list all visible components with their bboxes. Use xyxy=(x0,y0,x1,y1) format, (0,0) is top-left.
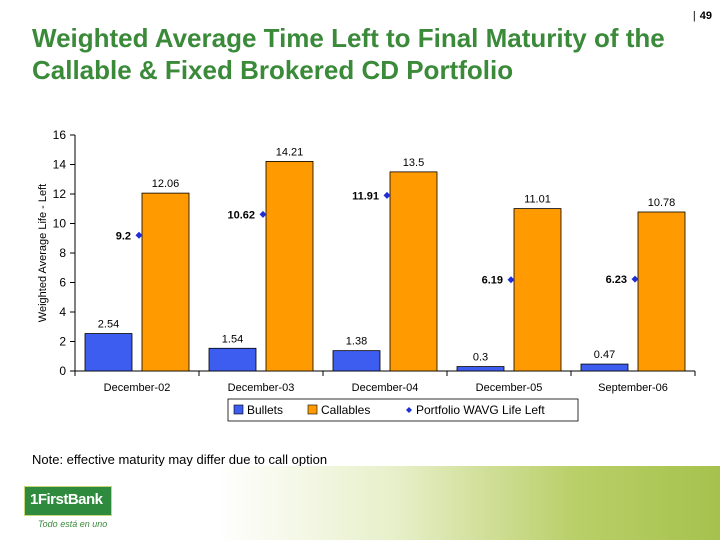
callables-bar xyxy=(141,192,190,372)
callables-value-label: 12.06 xyxy=(152,178,180,190)
bullets-value-label: 1.54 xyxy=(222,333,243,345)
y-tick-label: 0 xyxy=(59,364,66,378)
wavg-marker xyxy=(631,275,639,283)
x-tick-label: September-06 xyxy=(598,382,668,394)
callables-value-label: 14.21 xyxy=(276,146,304,158)
slide-title: Weighted Average Time Left to Final Matu… xyxy=(32,23,665,85)
bullets-bar xyxy=(208,347,257,372)
callables-bar xyxy=(637,211,686,372)
legend-bullets-swatch xyxy=(233,404,244,415)
x-tick-label: December-02 xyxy=(104,382,171,394)
x-tick-label: December-05 xyxy=(476,382,543,394)
legend-wavg-label: Portfolio WAVG Life Left xyxy=(416,403,545,417)
bullets-value-label: 1.38 xyxy=(346,336,367,348)
y-tick-label: 16 xyxy=(53,128,67,142)
footer-band xyxy=(0,466,720,540)
wavg-value-label: 10.62 xyxy=(227,209,255,221)
bullets-bar xyxy=(84,333,133,372)
callables-bar xyxy=(389,171,438,372)
bullets-bar xyxy=(332,350,381,372)
legend-callables-swatch xyxy=(307,404,318,415)
legend-wavg-marker xyxy=(406,407,412,413)
footnote: Note: effective maturity may differ due … xyxy=(32,452,328,467)
bullets-value-label: 2.54 xyxy=(98,319,119,331)
wavg-marker xyxy=(507,276,515,284)
legend-box xyxy=(227,398,579,422)
bullets-bar xyxy=(580,363,629,372)
bullets-value-label: 0.3 xyxy=(473,352,488,364)
bar-chart: 0 2 4 6 8 10 12 14 16 Weighted Average Life - Lef… xyxy=(37,128,696,422)
y-tick-label: 8 xyxy=(59,246,66,260)
y-tick-label: 6 xyxy=(59,276,66,290)
y-tick-label: 2 xyxy=(59,335,66,349)
wavg-marker xyxy=(259,210,267,218)
wavg-value-label: 11.91 xyxy=(352,190,379,202)
logo-text: 1FirstBank xyxy=(30,491,103,508)
bullets-bar xyxy=(456,366,505,372)
page-number: | 49 xyxy=(692,10,712,22)
bullets-value-label: 0.47 xyxy=(594,349,615,361)
wavg-value-label: 9.2 xyxy=(116,230,131,242)
y-tick-label: 14 xyxy=(53,158,67,172)
logo-tagline: Todo está en uno xyxy=(38,519,108,529)
callables-value-label: 13.5 xyxy=(403,157,424,169)
y-tick-label: 4 xyxy=(59,305,66,319)
y-axis-title: Weighted Average Life - Left xyxy=(37,184,49,322)
wavg-value-label: 6.23 xyxy=(606,274,627,286)
wavg-marker xyxy=(135,231,143,239)
callables-value-label: 10.78 xyxy=(648,197,676,209)
wavg-value-label: 6.19 xyxy=(482,275,503,287)
callables-bar xyxy=(265,161,314,372)
x-tick-label: December-03 xyxy=(228,382,295,394)
y-tick-label: 12 xyxy=(53,187,67,201)
legend-bullets-label: Bullets xyxy=(247,403,283,417)
legend-callables-label: Callables xyxy=(321,403,370,417)
wavg-marker xyxy=(383,191,391,199)
callables-value-label: 11.01 xyxy=(524,194,551,206)
y-tick-label: 10 xyxy=(53,217,67,231)
callables-bar xyxy=(513,208,562,372)
x-tick-label: December-04 xyxy=(352,382,419,394)
firstbank-logo xyxy=(24,486,112,516)
